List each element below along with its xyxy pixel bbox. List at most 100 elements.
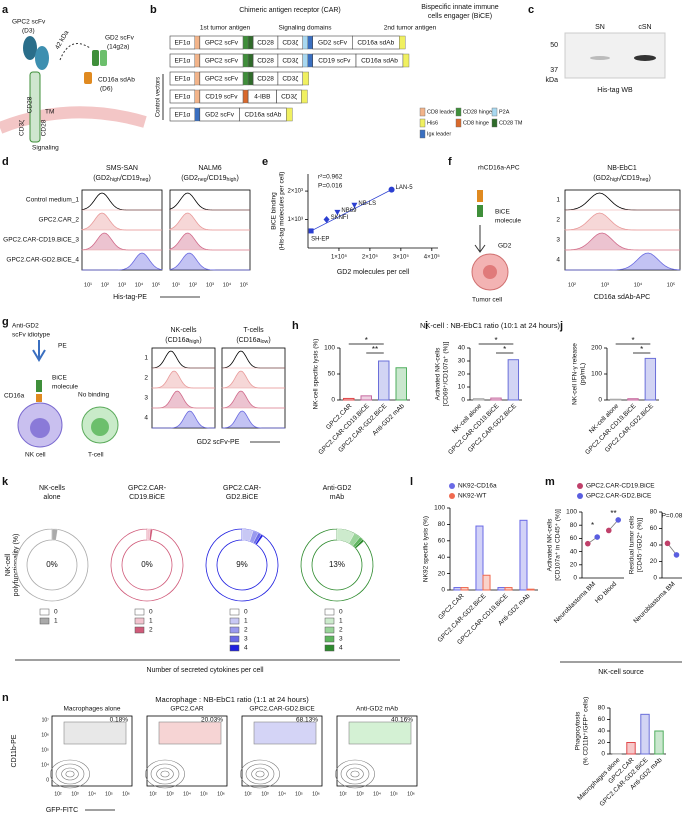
label: 37: [550, 67, 558, 74]
y-axis-label: Phagocytosis: [575, 711, 582, 750]
label: 0%: [46, 560, 58, 569]
text-part: /CD19: [207, 175, 227, 182]
panel-letter: c: [528, 4, 534, 16]
legend-swatch: [419, 107, 426, 117]
construct-linker: [307, 35, 313, 50]
y-axis-label: [CD45⁻/GD2⁺ (%)]: [637, 518, 644, 572]
label: NB69: [341, 208, 357, 214]
contour: [350, 770, 360, 778]
membrane: [0, 106, 147, 134]
label: *: [640, 345, 643, 354]
point: [594, 534, 601, 540]
label: *: [591, 521, 594, 530]
y-tick-label: 40: [650, 542, 658, 549]
label: scFv idiotype: [12, 332, 50, 339]
text-part: neg: [198, 177, 207, 183]
label: 40.16%: [391, 717, 413, 724]
label: EF1α: [175, 94, 191, 101]
y-tick-label: 0: [461, 397, 465, 404]
label: GD2 scFv: [105, 35, 135, 42]
histogram: [82, 252, 163, 271]
nucleus: [30, 418, 50, 438]
legend-swatch: [39, 617, 50, 625]
panel-letter: i: [425, 320, 428, 332]
label: No binding: [78, 392, 109, 399]
y-tick-label: 80: [598, 705, 606, 712]
bar: [482, 574, 491, 591]
label: 1: [339, 618, 343, 625]
y-axis-label: [CD69⁺/CD107a⁺ (%)]: [443, 341, 450, 406]
panel-letter: e: [262, 156, 268, 168]
label: CD8 hinge: [463, 120, 489, 126]
label: 50: [550, 42, 558, 49]
label: 2: [556, 217, 560, 224]
legend-marker: [449, 493, 455, 499]
histogram: [151, 350, 215, 369]
label: (GD2neg/CD19high): [181, 175, 239, 184]
panel-letter: a: [2, 4, 9, 16]
label: 10⁴: [223, 281, 232, 288]
label: 4: [556, 257, 560, 264]
y-tick-label: 40: [570, 548, 578, 555]
legend-swatch: [229, 626, 240, 634]
label: 1: [54, 618, 58, 625]
label: GD2 molecules per cell: [337, 269, 410, 276]
label: 10⁵: [390, 791, 398, 797]
construct-linker: [302, 53, 308, 68]
text-part: (GD2: [593, 175, 610, 182]
label: 3: [339, 636, 343, 643]
label: 2: [244, 627, 248, 634]
label: CD28: [257, 58, 274, 65]
label: GPC2.CAR-CD19.BiCE_3: [3, 237, 79, 244]
label: His-tag WB: [597, 87, 633, 94]
nucleus: [483, 265, 497, 279]
bar: [343, 397, 355, 401]
label: GPC2 scFv: [205, 58, 239, 65]
contour: [240, 759, 280, 789]
label: 10⁵: [667, 281, 675, 288]
label: 10⁴: [183, 791, 191, 797]
y-tick-label: 0: [598, 397, 602, 404]
construct-linker: [194, 71, 201, 86]
label: NK92-WT: [458, 493, 487, 500]
panel-letter: b: [150, 4, 157, 16]
label: cells engager (BiCE): [428, 13, 492, 20]
donut-slice: [255, 534, 264, 545]
text-part: /CD19: [620, 175, 640, 182]
y-tick-label: 0: [601, 751, 605, 758]
construct-linker: [399, 35, 406, 50]
label: 10³: [118, 282, 126, 288]
y-axis-label: (% CD11b⁺/GFP⁺ cells): [583, 697, 590, 766]
y-tick-label: 100: [434, 505, 445, 512]
label: 20.03%: [201, 717, 223, 724]
label: CD3ζ: [282, 40, 298, 47]
label: 10²: [189, 282, 197, 288]
label: NK-cell : NB-EbC1 ratio (10:1 at 24 hour…: [420, 321, 561, 330]
y-axis-label: Activated NK-cells: [435, 347, 442, 400]
donut-ring: [15, 528, 89, 602]
label: 13%: [329, 560, 345, 569]
point: [584, 540, 591, 547]
point: [673, 552, 680, 558]
label: GD2 scFv: [205, 112, 235, 119]
text-part: low: [260, 339, 268, 345]
legend-swatch: [455, 118, 462, 128]
label: CD3ζ: [19, 120, 26, 136]
nucleus: [91, 418, 109, 436]
label: 1×10⁵: [331, 254, 348, 261]
text-part: (GD2: [181, 175, 198, 182]
legend-swatch: [491, 118, 498, 128]
construct-linker: [242, 35, 249, 50]
label: Macrophages alone: [63, 706, 120, 713]
label: 10⁴: [41, 762, 49, 768]
label: BiCE: [495, 209, 510, 216]
text-part: ): [648, 175, 650, 182]
legend-swatch: [491, 107, 498, 117]
contour: [335, 759, 375, 789]
construct-linker: [242, 53, 249, 68]
y-tick-label: 60: [650, 525, 658, 532]
label: CD16a sdAb: [244, 112, 281, 119]
label: 2×10⁵: [362, 254, 379, 261]
label: 4-IBB: [254, 94, 270, 101]
text-part: ): [199, 337, 201, 344]
